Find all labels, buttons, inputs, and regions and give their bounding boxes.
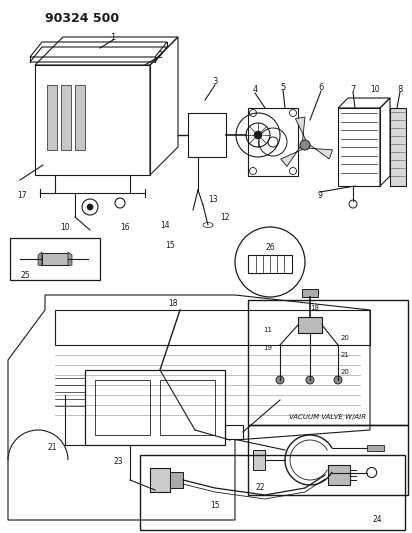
Polygon shape <box>302 289 318 297</box>
Polygon shape <box>328 465 350 485</box>
Polygon shape <box>295 117 306 141</box>
FancyBboxPatch shape <box>47 85 57 150</box>
Text: 12: 12 <box>220 213 230 222</box>
Circle shape <box>334 376 342 384</box>
Text: 90324 500: 90324 500 <box>45 12 119 25</box>
Text: VACUUM VALVE W/AIR: VACUUM VALVE W/AIR <box>290 414 367 420</box>
FancyBboxPatch shape <box>61 85 71 150</box>
Text: 21: 21 <box>47 443 57 453</box>
Circle shape <box>87 204 93 210</box>
Text: 24: 24 <box>372 515 382 524</box>
Text: 7: 7 <box>350 85 356 93</box>
Text: 3: 3 <box>212 77 218 86</box>
Text: 13: 13 <box>208 196 218 205</box>
Text: 15: 15 <box>165 240 175 249</box>
Polygon shape <box>298 317 322 333</box>
Text: 6: 6 <box>318 84 324 93</box>
Text: 22: 22 <box>255 482 265 491</box>
Text: 20: 20 <box>341 369 349 375</box>
Text: 2: 2 <box>157 51 163 60</box>
Circle shape <box>306 376 314 384</box>
Text: 4: 4 <box>253 85 258 94</box>
Polygon shape <box>253 450 265 470</box>
Text: 17: 17 <box>17 190 27 199</box>
Circle shape <box>276 376 284 384</box>
Text: 11: 11 <box>264 327 272 333</box>
Polygon shape <box>68 252 72 266</box>
Text: 16: 16 <box>120 223 130 232</box>
Text: 20: 20 <box>341 335 349 341</box>
Polygon shape <box>38 252 42 266</box>
Text: 15: 15 <box>210 500 220 510</box>
Text: 23: 23 <box>113 457 123 466</box>
Text: 14: 14 <box>160 221 170 230</box>
Circle shape <box>300 140 310 150</box>
Text: 10: 10 <box>60 223 70 232</box>
Polygon shape <box>309 145 332 159</box>
Text: 25: 25 <box>20 271 30 280</box>
Polygon shape <box>150 468 170 492</box>
Circle shape <box>254 131 262 139</box>
Polygon shape <box>170 472 183 488</box>
Polygon shape <box>390 108 406 186</box>
Text: 19: 19 <box>264 345 272 351</box>
Text: 21: 21 <box>341 352 349 358</box>
Text: 1: 1 <box>110 33 116 42</box>
Polygon shape <box>42 253 68 265</box>
Text: 26: 26 <box>265 244 275 253</box>
Text: 8: 8 <box>397 85 403 93</box>
Text: 10: 10 <box>370 85 380 94</box>
Text: 18: 18 <box>311 305 319 311</box>
FancyBboxPatch shape <box>75 85 85 150</box>
Polygon shape <box>367 445 384 450</box>
Text: 9: 9 <box>318 190 323 199</box>
Text: 5: 5 <box>281 83 286 92</box>
Polygon shape <box>281 147 302 166</box>
Text: 18: 18 <box>168 298 178 308</box>
